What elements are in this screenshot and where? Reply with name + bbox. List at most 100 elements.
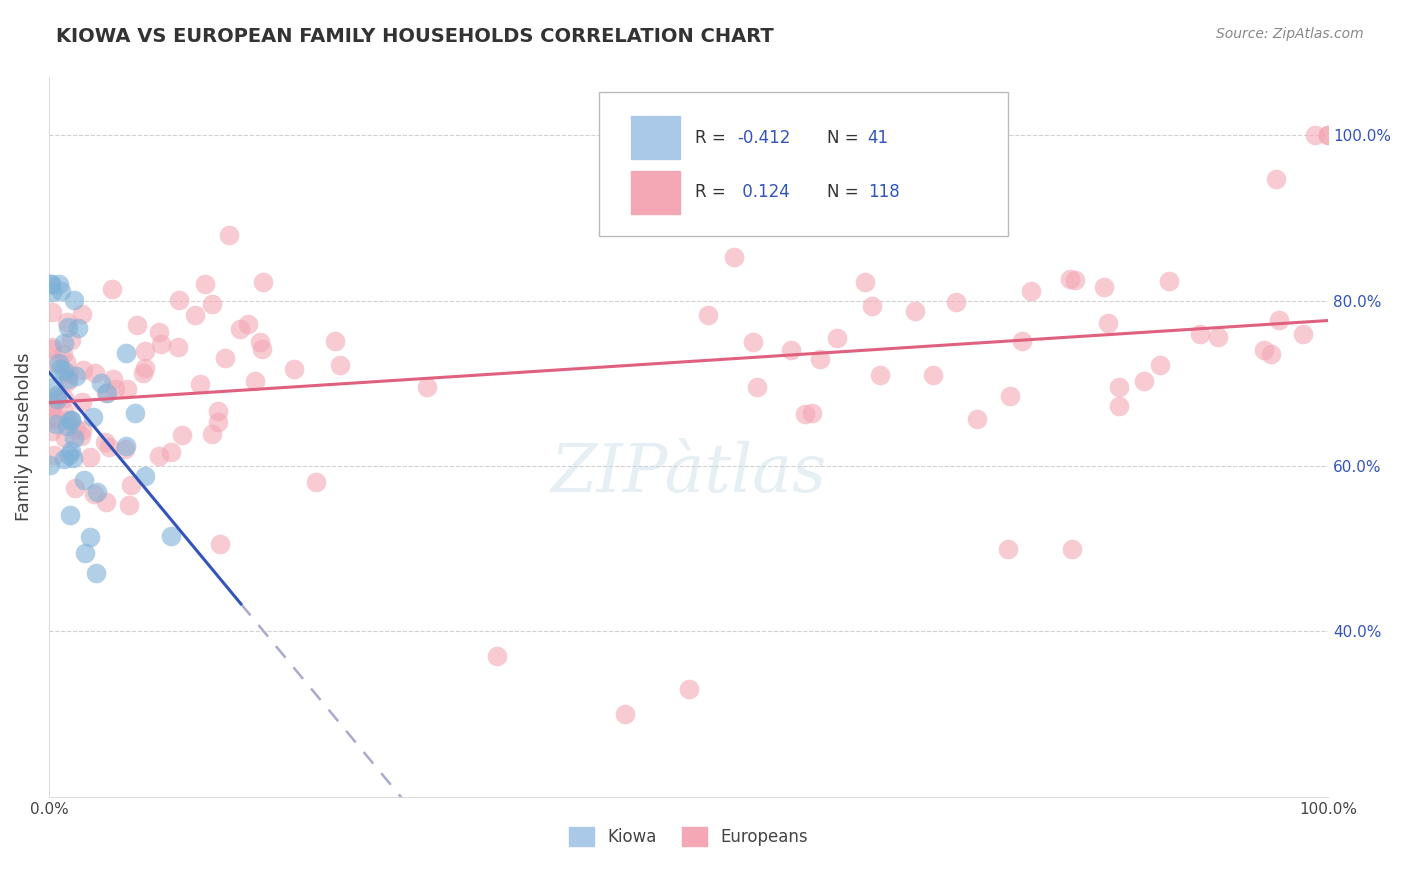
Point [862, 299, 884, 313]
Point [86, 484, 108, 499]
Point [1265, 172, 1288, 186]
Point [613, 707, 636, 722]
Point [42, 379, 65, 393]
Point [41, 285, 63, 299]
Point [1253, 343, 1275, 358]
Point [904, 304, 927, 318]
Point [329, 359, 352, 373]
Point [252, 342, 274, 356]
Point [853, 275, 876, 289]
Point [209, 537, 232, 551]
Point [45, 356, 67, 370]
FancyBboxPatch shape [599, 92, 1008, 235]
Point [45, 390, 67, 404]
Point [60, 333, 83, 347]
Point [184, 308, 207, 322]
Point [41, 304, 63, 318]
Point [56, 413, 79, 427]
Point [998, 389, 1021, 403]
Point [485, 649, 508, 664]
Point [1133, 374, 1156, 388]
Text: 0.124: 0.124 [737, 183, 790, 202]
Point [39, 277, 62, 292]
Point [945, 294, 967, 309]
Point [194, 277, 217, 291]
Point [59, 508, 82, 522]
Point [1317, 128, 1340, 143]
Point [52, 347, 75, 361]
Point [723, 250, 745, 264]
Point [172, 428, 194, 442]
Point [94, 434, 117, 449]
Point [283, 362, 305, 376]
Legend: Kiowa, Europeans: Kiowa, Europeans [562, 821, 814, 853]
Text: 41: 41 [868, 128, 889, 147]
Y-axis label: Family Households: Family Households [15, 353, 32, 521]
Point [207, 403, 229, 417]
Point [62, 293, 84, 308]
Point [67, 320, 90, 334]
Point [148, 449, 170, 463]
Point [70, 307, 93, 321]
Text: KIOWA VS EUROPEAN FAMILY HOUSEHOLDS CORRELATION CHART: KIOWA VS EUROPEAN FAMILY HOUSEHOLDS CORR… [56, 27, 773, 45]
Point [39, 458, 62, 472]
Point [79, 450, 101, 464]
Point [1108, 379, 1130, 393]
Point [1019, 285, 1042, 299]
Point [1063, 273, 1085, 287]
Point [120, 478, 142, 492]
Point [1108, 399, 1130, 413]
Point [42, 448, 65, 462]
Point [52, 391, 75, 405]
Point [49, 284, 72, 298]
Point [46, 392, 69, 406]
Point [1062, 541, 1084, 556]
Point [53, 364, 76, 378]
Point [97, 440, 120, 454]
Point [678, 682, 700, 697]
Point [249, 335, 271, 350]
Bar [631, 170, 679, 214]
Point [70, 423, 93, 437]
Point [83, 487, 105, 501]
Point [1206, 329, 1229, 343]
Point [214, 351, 236, 365]
Point [201, 426, 224, 441]
Point [56, 315, 79, 329]
Point [42, 399, 65, 413]
Point [1291, 326, 1313, 341]
Point [90, 376, 112, 391]
Point [1097, 316, 1119, 330]
Point [52, 404, 75, 418]
Point [45, 417, 67, 432]
Point [1260, 347, 1282, 361]
Point [1092, 280, 1115, 294]
Point [63, 432, 86, 446]
Point [94, 495, 117, 509]
Point [83, 367, 105, 381]
Point [118, 498, 141, 512]
Point [94, 385, 117, 400]
Point [41, 277, 63, 292]
Point [52, 336, 75, 351]
Point [1189, 326, 1212, 341]
Point [114, 439, 136, 453]
Point [100, 282, 122, 296]
Point [58, 449, 80, 463]
Text: R =: R = [695, 128, 731, 147]
Point [41, 340, 63, 354]
Text: ZIPàtlas: ZIPàtlas [550, 441, 827, 506]
Point [75, 546, 97, 560]
Point [65, 368, 87, 383]
Point [1011, 334, 1033, 348]
Point [79, 530, 101, 544]
Point [63, 481, 86, 495]
Point [72, 363, 94, 377]
Point [114, 442, 136, 456]
Point [134, 344, 156, 359]
Point [62, 450, 84, 465]
Point [188, 377, 211, 392]
Point [48, 356, 70, 370]
Point [104, 382, 127, 396]
Point [124, 405, 146, 419]
